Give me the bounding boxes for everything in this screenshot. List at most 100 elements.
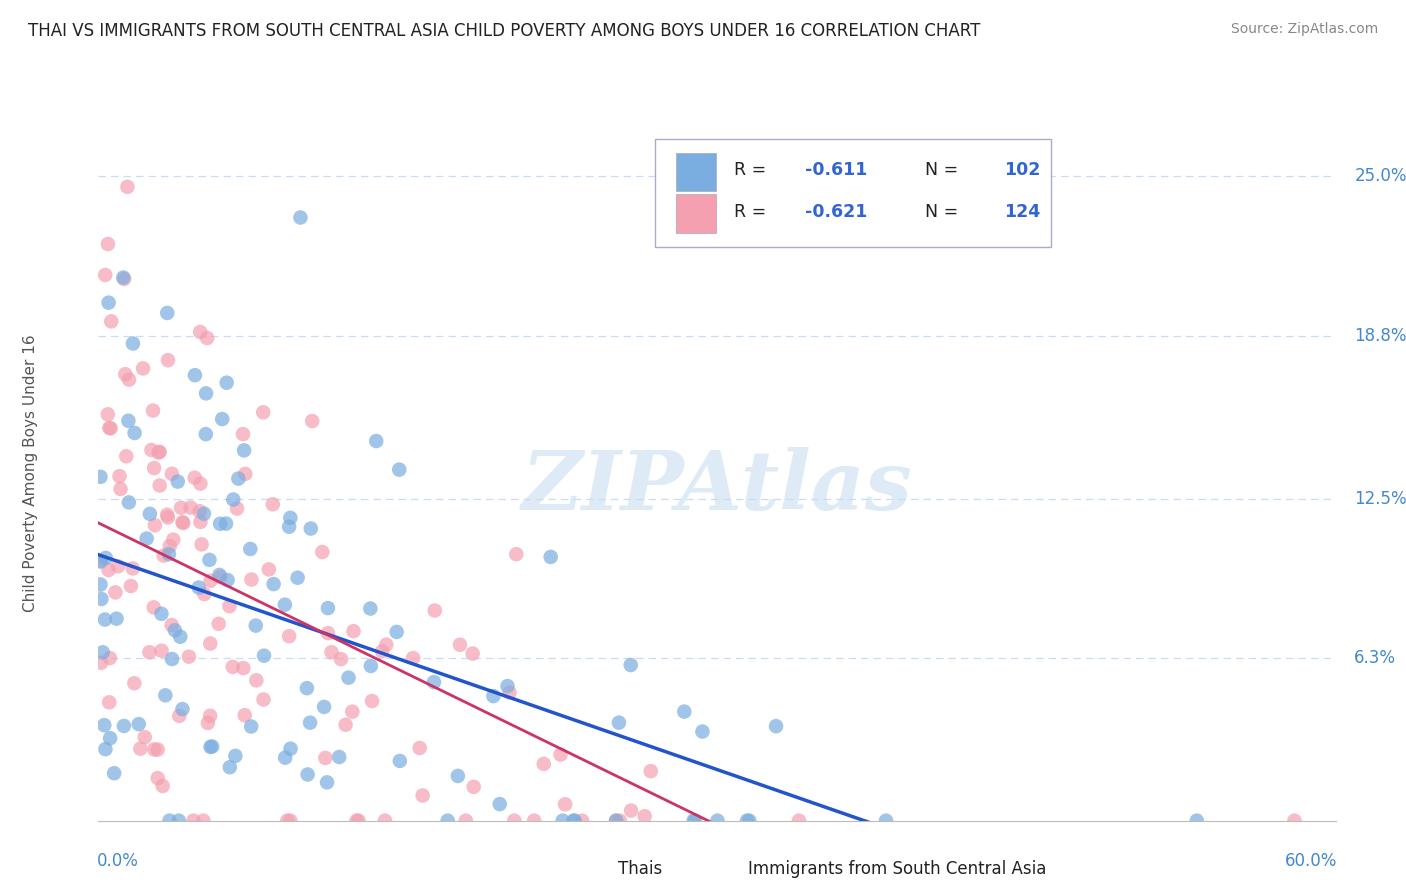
Point xyxy=(402,651,425,665)
Point xyxy=(299,715,322,730)
Point xyxy=(169,630,191,644)
Point xyxy=(93,718,115,732)
Point xyxy=(98,651,121,665)
Point xyxy=(193,587,215,601)
Point xyxy=(163,624,186,638)
Point xyxy=(156,306,179,320)
Point xyxy=(330,652,353,666)
FancyBboxPatch shape xyxy=(676,194,716,233)
Point xyxy=(117,414,139,428)
Point xyxy=(620,804,643,818)
Point xyxy=(233,708,256,723)
Point xyxy=(228,472,250,486)
Point xyxy=(240,573,263,587)
Point xyxy=(200,636,222,650)
Point xyxy=(167,814,190,828)
Point xyxy=(316,626,339,640)
Point xyxy=(454,814,477,828)
Text: Immigrants from South Central Asia: Immigrants from South Central Asia xyxy=(748,861,1046,879)
Text: N =: N = xyxy=(914,202,963,221)
Text: 124: 124 xyxy=(1004,202,1040,221)
Text: Thais: Thais xyxy=(619,861,662,879)
Point xyxy=(314,751,336,765)
Point xyxy=(115,450,138,464)
Point xyxy=(1284,814,1306,828)
Point xyxy=(89,554,111,568)
Point xyxy=(287,571,309,585)
Point xyxy=(139,507,162,521)
Text: 18.8%: 18.8% xyxy=(1354,327,1406,345)
Point xyxy=(94,550,117,565)
Point xyxy=(218,599,240,614)
Point xyxy=(673,705,696,719)
Point xyxy=(190,537,212,551)
Point xyxy=(436,814,458,828)
Point xyxy=(423,675,446,690)
Point xyxy=(150,643,173,657)
Point xyxy=(183,814,205,828)
Point xyxy=(143,518,166,533)
Point xyxy=(160,618,183,632)
Point xyxy=(152,549,174,563)
Point xyxy=(128,717,150,731)
Point xyxy=(278,814,301,828)
Point xyxy=(346,814,368,828)
Point xyxy=(215,376,238,390)
Point xyxy=(117,179,139,194)
Point xyxy=(278,520,301,534)
Point xyxy=(607,715,630,730)
Point xyxy=(198,708,221,723)
Point xyxy=(218,760,240,774)
Point xyxy=(562,814,585,828)
Point xyxy=(172,515,194,529)
Text: 6.3%: 6.3% xyxy=(1354,649,1396,667)
Point xyxy=(215,516,238,531)
Point xyxy=(361,694,384,708)
Point xyxy=(197,715,219,730)
Point xyxy=(177,649,200,664)
Point xyxy=(112,270,135,285)
Point xyxy=(224,748,246,763)
Point xyxy=(148,445,170,459)
FancyBboxPatch shape xyxy=(655,139,1052,247)
Text: R =: R = xyxy=(734,202,772,221)
Point xyxy=(605,814,627,828)
Point xyxy=(146,742,169,756)
Point xyxy=(706,814,728,828)
Point xyxy=(134,730,156,744)
Point xyxy=(692,724,714,739)
Point xyxy=(449,638,471,652)
Point xyxy=(875,814,897,828)
Point xyxy=(276,814,298,828)
Point xyxy=(342,624,364,639)
Point xyxy=(190,515,212,529)
Point xyxy=(222,492,245,507)
Point xyxy=(683,814,706,828)
Text: 0.0%: 0.0% xyxy=(97,852,139,870)
Point xyxy=(787,814,810,828)
Text: N =: N = xyxy=(914,161,963,179)
Point xyxy=(141,442,163,457)
Point xyxy=(226,501,249,516)
Point xyxy=(187,581,209,595)
Point xyxy=(184,368,207,383)
Point xyxy=(94,742,117,756)
Point xyxy=(124,676,146,690)
Point xyxy=(195,331,218,345)
Point xyxy=(201,739,224,754)
Point xyxy=(110,482,132,496)
Point xyxy=(274,750,297,764)
Text: Source: ZipAtlas.com: Source: ZipAtlas.com xyxy=(1230,22,1378,37)
Point xyxy=(366,434,388,448)
Point xyxy=(274,598,297,612)
Point xyxy=(328,750,350,764)
Point xyxy=(118,373,141,387)
Point xyxy=(385,624,408,639)
Point xyxy=(98,731,121,746)
Point xyxy=(765,719,787,733)
Point xyxy=(496,679,519,693)
Point xyxy=(240,719,263,733)
Point xyxy=(194,427,217,442)
Text: ZIPAtlas: ZIPAtlas xyxy=(522,447,912,526)
Point xyxy=(359,601,381,615)
